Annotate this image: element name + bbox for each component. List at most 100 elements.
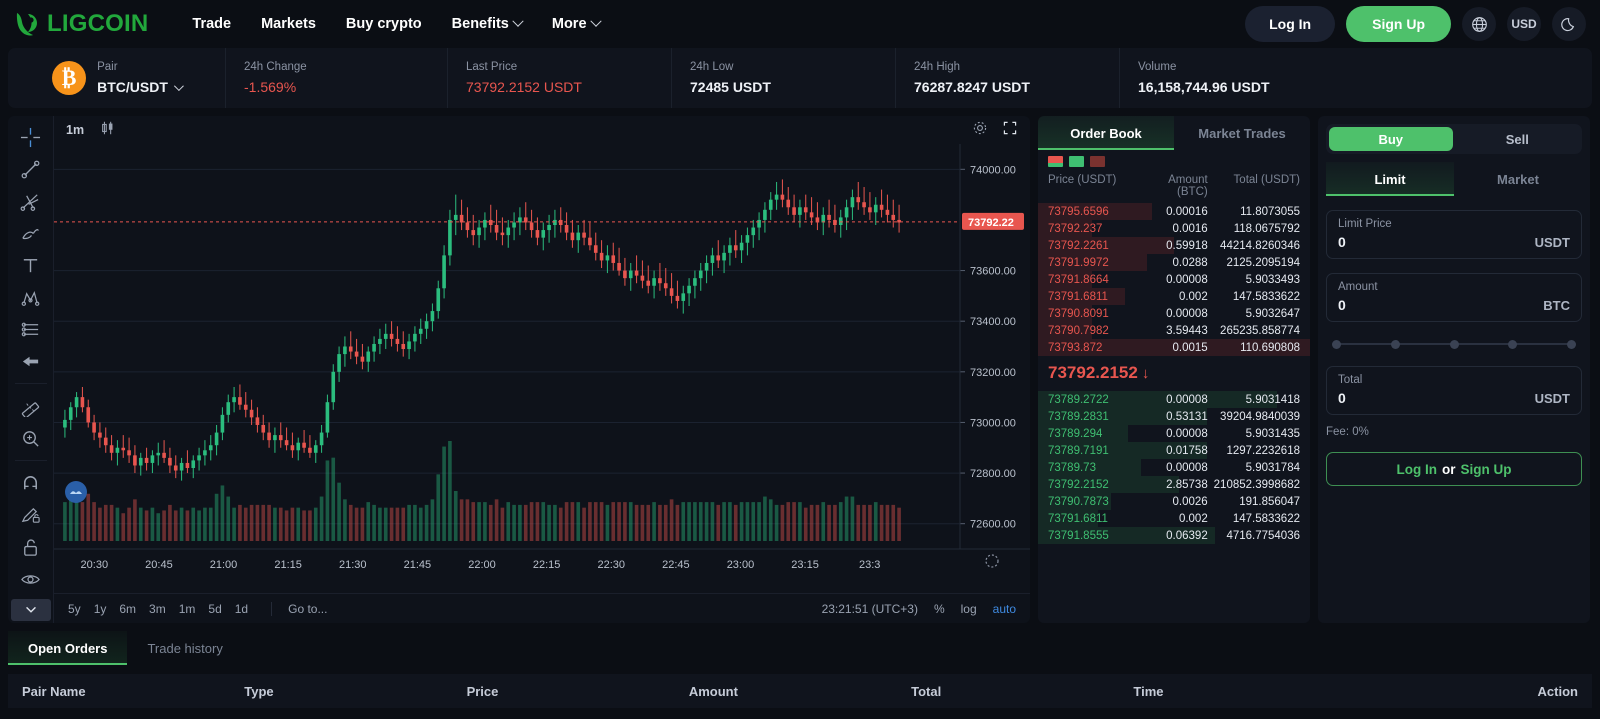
chart-type-candles-icon[interactable] — [100, 120, 116, 141]
slider-dot-0[interactable] — [1332, 339, 1341, 349]
total-field[interactable]: Total USDT — [1326, 366, 1582, 415]
depth-bar — [1038, 305, 1093, 322]
crosshair-tool-icon[interactable] — [14, 122, 48, 152]
arrow-down-icon: ↓ — [1141, 364, 1150, 382]
nav-item-markets[interactable]: Markets — [261, 16, 316, 32]
measure-ruler-tool-icon[interactable] — [14, 391, 48, 421]
pencil-lock-tool-icon[interactable] — [14, 500, 48, 530]
svg-text:73200.00: 73200.00 — [970, 367, 1016, 379]
position-tool-icon[interactable] — [14, 314, 48, 344]
ticker-pair[interactable]: ₿ Pair BTC/USDT — [8, 48, 226, 108]
range-5y[interactable]: 5y — [68, 601, 81, 616]
scale-log-button[interactable]: log — [960, 601, 977, 616]
amount-field[interactable]: Amount BTC — [1326, 273, 1582, 322]
fork-tool-icon[interactable] — [14, 186, 48, 216]
ask-row[interactable]: 73791.6811 0.002 147.5833622 — [1038, 288, 1310, 305]
arrow-left-tool-icon[interactable] — [14, 346, 48, 376]
magnet-tool-icon[interactable] — [14, 468, 48, 498]
chart-settings-gear-icon[interactable] — [972, 120, 988, 141]
nav-item-buy-crypto[interactable]: Buy crypto — [346, 16, 422, 32]
chart-fullscreen-icon[interactable] — [1002, 120, 1018, 141]
range-1d[interactable]: 1d — [234, 601, 249, 616]
tab-order-book[interactable]: Order Book — [1038, 116, 1174, 150]
logo-text: LIGCOIN — [47, 10, 149, 37]
signup-button[interactable]: Sign Up — [1346, 6, 1451, 42]
col-total: Total — [911, 683, 942, 699]
scale-auto-button[interactable]: auto — [992, 601, 1016, 616]
price-chart[interactable]: 72600.00 72800.00 73000.00 73200.00 73400.00… — [54, 144, 1030, 581]
tab-trade-history[interactable]: Trade history — [147, 640, 223, 656]
high-value: 76287.8247 USDT — [914, 79, 1030, 95]
brush-tool-icon[interactable] — [14, 218, 48, 248]
tab-market-trades[interactable]: Market Trades — [1198, 125, 1286, 141]
ask-row[interactable]: 73791.8664 0.00008 5.9033493 — [1038, 271, 1310, 288]
trend-line-tool-icon[interactable] — [14, 154, 48, 184]
limit-price-input[interactable] — [1338, 234, 1535, 250]
chart-interval-button[interactable]: 1m — [66, 123, 85, 137]
language-globe-button[interactable] — [1462, 7, 1496, 41]
text-tool-icon[interactable] — [14, 250, 48, 280]
bid-row[interactable]: 73789.73 0.00008 5.9031784 — [1038, 459, 1310, 476]
nav-item-trade[interactable]: Trade — [192, 16, 231, 32]
fee-text: Fee: 0% — [1326, 426, 1369, 438]
scale-percent-button[interactable]: % — [933, 601, 945, 616]
currency-selector-button[interactable]: USD — [1507, 7, 1541, 41]
bid-row[interactable]: 73791.8555 0.06392 4716.7754036 — [1038, 527, 1310, 544]
ask-row[interactable]: 73790.8091 0.00008 5.9032647 — [1038, 305, 1310, 322]
nav-item-benefits[interactable]: Benefits — [452, 15, 524, 32]
login-signup-cta-button[interactable]: Log In or Sign Up — [1326, 452, 1582, 486]
total-label: Total — [1338, 374, 1363, 386]
eye-visibility-tool-icon[interactable] — [14, 564, 48, 594]
lock-tool-icon[interactable] — [14, 532, 48, 562]
bid-row[interactable]: 73789.7191 0.01758 1297.2232618 — [1038, 442, 1310, 459]
bid-row[interactable]: 73789.2831 0.53131 39204.9840039 — [1038, 408, 1310, 425]
tab-market[interactable]: Market — [1497, 171, 1539, 187]
range-3m[interactable]: 3m — [149, 601, 166, 616]
bid-row[interactable]: 73790.7873 0.0026 191.856047 — [1038, 493, 1310, 510]
layout-asks-only-icon[interactable] — [1090, 156, 1105, 167]
theme-toggle-button[interactable] — [1552, 7, 1586, 41]
bid-row[interactable]: 73792.2152 2.85738 210852.3998682 — [1038, 476, 1310, 493]
bid-row[interactable]: 73791.6811 0.002 147.5833622 — [1038, 510, 1310, 527]
cell-total: 265235.858774 — [1220, 324, 1300, 337]
cell-price: 73789.2831 — [1048, 410, 1109, 423]
range-1y[interactable]: 1y — [93, 601, 107, 616]
ask-row[interactable]: 73792.237 0.0016 118.0675792 — [1038, 220, 1310, 237]
cell-total: 147.5833622 — [1232, 512, 1300, 525]
limit-price-field[interactable]: Limit Price USDT — [1326, 210, 1582, 259]
sell-tab[interactable]: Sell — [1505, 131, 1529, 147]
toolbar-collapse-button[interactable] — [10, 599, 51, 621]
ask-row[interactable]: 73791.9972 0.0288 2125.2095194 — [1038, 254, 1310, 271]
bid-row[interactable]: 73789.2722 0.00008 5.9031418 — [1038, 391, 1310, 408]
login-button[interactable]: Log In — [1245, 6, 1336, 42]
buy-tab[interactable]: Buy — [1329, 127, 1453, 151]
slider-dot-100[interactable] — [1567, 339, 1576, 349]
goto-date-button[interactable]: Go to... — [271, 601, 327, 616]
range-1m[interactable]: 1m — [178, 601, 196, 616]
total-input[interactable] — [1338, 390, 1535, 406]
range-6m[interactable]: 6m — [119, 601, 137, 616]
depth-bar — [1038, 510, 1098, 527]
pair-value[interactable]: BTC/USDT — [97, 79, 184, 95]
ask-row[interactable]: 73793.872 0.0015 110.690808 — [1038, 339, 1310, 356]
pattern-tool-icon[interactable] — [14, 282, 48, 312]
slider-dot-75[interactable] — [1508, 339, 1518, 349]
amount-input[interactable] — [1338, 297, 1544, 313]
col-type: Type — [244, 683, 274, 699]
range-5d[interactable]: 5d — [208, 601, 222, 616]
bid-row[interactable]: 73789.294 0.00008 5.9031435 — [1038, 425, 1310, 442]
zoom-in-tool-icon[interactable] — [14, 423, 48, 453]
tab-open-orders[interactable]: Open Orders — [8, 631, 128, 665]
ask-row[interactable]: 73790.7982 3.59443 265235.858774 — [1038, 322, 1310, 339]
ask-row[interactable]: 73795.6596 0.00016 11.8073055 — [1038, 203, 1310, 220]
layout-both-icon[interactable] — [1048, 156, 1063, 167]
slider-dot-50[interactable] — [1449, 339, 1459, 349]
slider-dot-25[interactable] — [1390, 339, 1400, 349]
nav-item-more[interactable]: More — [552, 15, 602, 32]
logo[interactable]: LIGCOIN — [14, 10, 148, 38]
layout-bids-only-icon[interactable] — [1069, 156, 1084, 167]
amount-percent-slider[interactable] — [1332, 338, 1576, 350]
tab-limit[interactable]: Limit — [1326, 162, 1454, 196]
cell-price: 73790.7873 — [1048, 495, 1109, 508]
ask-row[interactable]: 73792.2261 0.59918 44214.8260346 — [1038, 237, 1310, 254]
